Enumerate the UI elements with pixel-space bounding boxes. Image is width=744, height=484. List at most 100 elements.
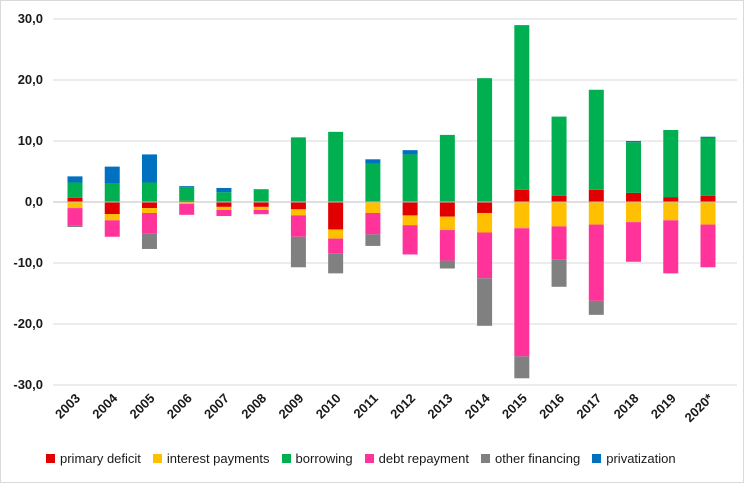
bar-segment-privatization-2008 — [253, 189, 269, 190]
bar-segment-interest-payments-2015 — [514, 202, 530, 229]
bar-segment-primary-deficit-2014 — [477, 202, 493, 213]
bar-segment-debt-repayment-2009 — [290, 215, 306, 237]
y-tick-label: -20,0 — [13, 316, 43, 331]
bar-segment-interest-payments-2011 — [365, 202, 381, 213]
bar-segment-primary-deficit-2015 — [514, 189, 530, 202]
bar-segment-primary-deficit-2016 — [551, 195, 567, 202]
y-tick-label: 0,0 — [25, 194, 43, 209]
bar-segment-borrowing-2010 — [328, 131, 344, 202]
legend-label: other financing — [494, 451, 581, 466]
legend-label: debt repayment — [378, 451, 469, 466]
bar-segment-interest-payments-2020 — [700, 202, 716, 225]
x-tick-label: 2006 — [164, 391, 195, 422]
bar-segment-debt-repayment-2016 — [551, 226, 567, 260]
legend-item-privatization: privatization — [592, 451, 676, 466]
bar-segment-privatization-2007 — [216, 187, 232, 193]
bar-segment-interest-payments-2009 — [290, 209, 306, 216]
bar-segment-debt-repayment-2008 — [253, 209, 269, 215]
bar-segment-borrowing-2013 — [439, 134, 455, 202]
bar-segment-interest-payments-2006 — [179, 202, 195, 204]
x-tick-label: 2007 — [201, 391, 232, 422]
bar-segment-interest-payments-2018 — [626, 202, 642, 223]
bar-segment-interest-payments-2013 — [439, 216, 455, 231]
bar-segment-debt-repayment-2018 — [626, 222, 642, 262]
x-tick-label: 2018 — [611, 391, 642, 422]
bar-segment-privatization-2004 — [104, 166, 120, 184]
bar-segment-debt-repayment-2017 — [588, 224, 604, 301]
bar-segment-other-financing-2016 — [551, 259, 567, 287]
bar-segment-other-financing-2017 — [588, 300, 604, 315]
bar-segment-primary-deficit-2013 — [439, 202, 455, 217]
x-tick-label: 2015 — [499, 391, 530, 422]
bar-segment-borrowing-2005 — [141, 182, 157, 202]
bar-segment-borrowing-2004 — [104, 183, 120, 202]
bar-segment-debt-repayment-2005 — [141, 212, 157, 234]
bar-segment-other-financing-2015 — [514, 356, 530, 379]
x-tick-label: 2019 — [648, 391, 679, 422]
bar-segment-borrowing-2003 — [67, 182, 83, 198]
legend-swatch — [281, 454, 291, 463]
y-tick-label: 20,0 — [18, 72, 43, 87]
bar-segment-interest-payments-2004 — [104, 214, 120, 221]
bar-segment-interest-payments-2012 — [402, 215, 418, 226]
legend-item-debt-repayment: debt repayment — [364, 451, 469, 466]
y-tick-label: 30,0 — [18, 11, 43, 26]
legend-item-interest-payments: interest payments — [152, 451, 270, 466]
bar-segment-privatization-2011 — [365, 159, 381, 164]
bar-segment-primary-deficit-2004 — [104, 202, 120, 215]
legend-item-borrowing: borrowing — [281, 451, 353, 466]
legend-item-other-financing: other financing — [480, 451, 581, 466]
x-tick-label: 2013 — [424, 391, 455, 422]
bar-segment-other-financing-2009 — [290, 236, 306, 268]
bar-segment-debt-repayment-2003 — [67, 208, 83, 226]
bar-segment-primary-deficit-2009 — [290, 202, 306, 210]
bar-segment-debt-repayment-2007 — [216, 209, 232, 217]
bar-segment-primary-deficit-2012 — [402, 202, 418, 216]
bar-segment-borrowing-2017 — [588, 89, 604, 190]
legend-label: primary deficit — [60, 451, 141, 466]
x-tick-label: 2009 — [275, 391, 306, 422]
x-tick-label: 2020* — [681, 390, 716, 425]
bar-segment-primary-deficit-2005 — [141, 202, 157, 209]
y-tick-label: -10,0 — [13, 255, 43, 270]
bar-segment-borrowing-2019 — [663, 130, 679, 198]
legend-label: privatization — [606, 451, 676, 466]
x-tick-label: 2014 — [462, 390, 494, 422]
bar-segment-other-financing-2005 — [141, 233, 157, 249]
x-tick-label: 2010 — [313, 391, 344, 422]
bar-segment-primary-deficit-2008 — [253, 202, 269, 207]
bar-segment-privatization-2003 — [67, 176, 83, 183]
bar-segment-privatization-2006 — [179, 186, 195, 188]
bar-segment-borrowing-2015 — [514, 25, 530, 190]
bar-segment-primary-deficit-2018 — [626, 192, 642, 202]
bar-segment-debt-repayment-2013 — [439, 230, 455, 261]
bar-segment-debt-repayment-2015 — [514, 228, 530, 357]
x-tick-label: 2005 — [127, 391, 158, 422]
bar-segment-primary-deficit-2017 — [588, 189, 604, 202]
bar-segment-debt-repayment-2011 — [365, 212, 381, 235]
bar-segment-interest-payments-2008 — [253, 206, 269, 210]
bar-segment-interest-payments-2017 — [588, 202, 604, 225]
bar-segment-primary-deficit-2007 — [216, 202, 232, 207]
y-tick-label: -30,0 — [13, 377, 43, 392]
legend-item-primary-deficit: primary deficit — [46, 451, 141, 466]
x-tick-label: 2016 — [536, 391, 567, 422]
bar-segment-borrowing-2006 — [179, 187, 195, 201]
bar-segment-interest-payments-2003 — [67, 202, 83, 209]
legend-label: interest payments — [166, 451, 270, 466]
bar-segment-primary-deficit-2019 — [663, 197, 679, 202]
bar-segment-interest-payments-2014 — [477, 212, 493, 233]
bar-segment-debt-repayment-2010 — [328, 238, 344, 254]
bar-segment-interest-payments-2007 — [216, 206, 232, 210]
legend: primary deficit interest payments borrowin… — [46, 451, 676, 466]
bar-segment-other-financing-2013 — [439, 260, 455, 269]
x-tick-label: 2011 — [350, 391, 381, 422]
bar-segment-debt-repayment-2019 — [663, 220, 679, 274]
legend-label: borrowing — [295, 451, 353, 466]
bar-segment-other-financing-2010 — [328, 253, 344, 274]
bar-segment-debt-repayment-2004 — [104, 220, 120, 237]
bar-segment-primary-deficit-2020 — [700, 195, 716, 202]
bar-segment-borrowing-2016 — [551, 116, 567, 196]
